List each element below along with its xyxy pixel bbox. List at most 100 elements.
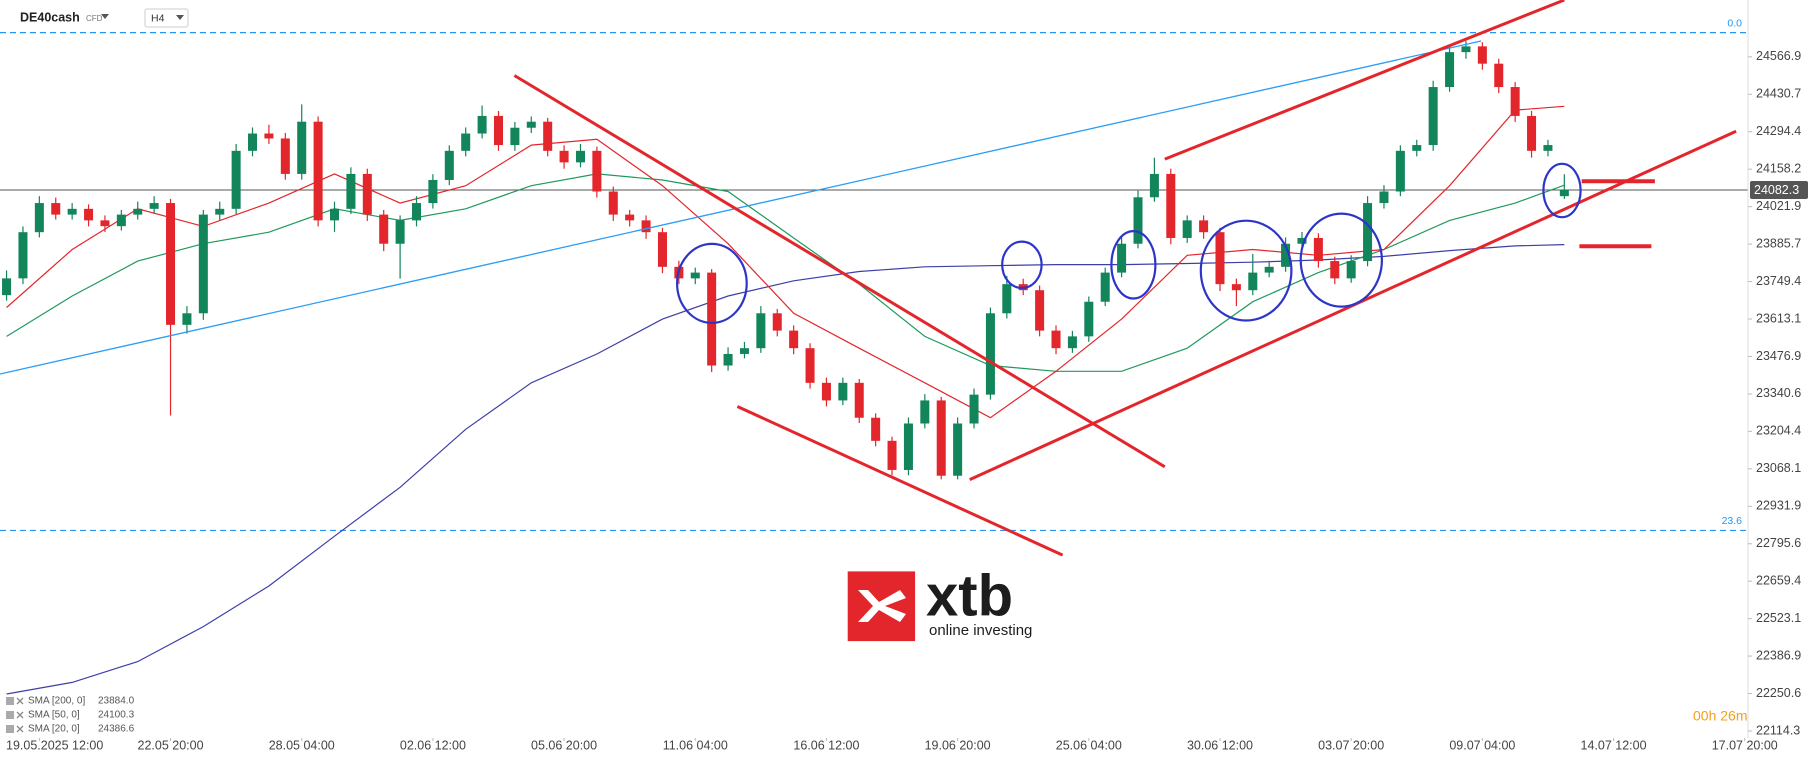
candle-body xyxy=(559,150,569,163)
y-tick-label: 22114.3 xyxy=(1756,723,1800,737)
x-tick-label: 19.06 20:00 xyxy=(925,738,991,752)
y-tick-label: 24294.4 xyxy=(1756,124,1801,138)
candle-body xyxy=(215,208,225,215)
highlight-circle xyxy=(676,242,748,324)
legend-toggle[interactable] xyxy=(6,697,14,705)
y-tick-label: 22931.9 xyxy=(1756,499,1801,513)
moving-average xyxy=(6,173,1565,372)
timeframe-dropdown[interactable] xyxy=(176,15,184,20)
price-label: 24082.3 xyxy=(1754,183,1799,197)
x-tick-label: 05.06 20:00 xyxy=(531,738,597,752)
symbol-dropdown[interactable] xyxy=(101,14,109,19)
candle-body xyxy=(379,214,389,244)
legend-remove[interactable] xyxy=(16,711,24,719)
timeframe[interactable]: H4 xyxy=(151,12,165,24)
candle-body xyxy=(953,423,963,476)
candle-body xyxy=(1002,284,1012,314)
legend-toggle[interactable] xyxy=(6,725,14,733)
candle-body xyxy=(871,417,881,441)
candle-body xyxy=(493,115,504,146)
x-tick-label: 14.07 12:00 xyxy=(1581,738,1647,752)
candle-body xyxy=(1412,145,1422,151)
candle-body xyxy=(1494,63,1504,88)
candle-body xyxy=(1297,237,1307,244)
candle-body xyxy=(1527,115,1537,151)
candle-body xyxy=(854,382,864,418)
candle-body xyxy=(182,313,192,325)
candle-body xyxy=(1363,203,1373,262)
candle-body xyxy=(739,348,749,354)
candle-body xyxy=(330,208,340,221)
candle-body xyxy=(789,330,799,349)
candle-body xyxy=(1330,261,1340,279)
candle-body xyxy=(362,173,372,215)
candle-body xyxy=(411,203,422,221)
candle-body xyxy=(1067,336,1077,349)
candle-body xyxy=(51,203,61,215)
y-tick-label: 22523.1 xyxy=(1756,611,1801,625)
y-tick-label: 22659.4 xyxy=(1756,573,1801,587)
y-tick-label: 23340.6 xyxy=(1756,386,1801,400)
candle-body xyxy=(1149,173,1159,198)
candle-body xyxy=(1100,272,1110,302)
candle-body xyxy=(34,203,44,233)
x-tick-label: 11.06 04:00 xyxy=(663,738,728,752)
candle-body xyxy=(657,232,667,267)
x-tick-label: 17.07 20:00 xyxy=(1712,738,1778,752)
y-tick-label: 23749.4 xyxy=(1756,274,1801,288)
candle-body xyxy=(1510,87,1520,116)
candle-body xyxy=(543,121,553,151)
candle-body xyxy=(592,150,602,192)
brand: xtb xyxy=(926,563,1013,628)
candle-body xyxy=(772,313,782,331)
x-tick-label: 16.06 12:00 xyxy=(793,738,859,752)
highlight-circle xyxy=(1542,162,1582,219)
y-tick-label: 24158.2 xyxy=(1756,161,1801,175)
candle-body xyxy=(198,214,208,314)
candle-body xyxy=(461,133,471,151)
candle-body xyxy=(297,121,307,174)
candle-body xyxy=(1133,197,1143,244)
candle-body xyxy=(133,208,143,215)
candle-body xyxy=(641,220,651,233)
instrument-type: CFD xyxy=(86,14,103,23)
header: DE40cash CFD H4 xyxy=(20,8,189,28)
candle-body xyxy=(231,150,241,209)
candle-body xyxy=(84,208,94,221)
candle-body xyxy=(313,121,323,221)
candle-body xyxy=(1117,243,1127,273)
y-tick-label: 22250.6 xyxy=(1756,686,1801,700)
candle-body xyxy=(248,133,258,151)
drawings xyxy=(0,0,1737,557)
levels-layer: 0.0 23.6 xyxy=(0,17,1748,532)
legend-toggle[interactable] xyxy=(6,711,14,719)
legend-remove[interactable] xyxy=(16,725,24,733)
candle-body xyxy=(1477,46,1487,64)
candle-body xyxy=(510,127,520,146)
candle-body xyxy=(690,272,700,279)
candle-body xyxy=(1035,290,1045,331)
candle-body xyxy=(1543,145,1553,151)
legend-name: SMA [200, 0] xyxy=(28,696,85,707)
candle-body xyxy=(1346,261,1356,279)
candle-body xyxy=(723,353,733,366)
candle-body xyxy=(264,133,274,139)
logo-x xyxy=(858,590,906,622)
candle-body xyxy=(1166,173,1176,238)
highlight-circle xyxy=(1199,219,1293,322)
candle-body xyxy=(116,214,126,227)
candle-body xyxy=(887,440,897,470)
candle-body xyxy=(805,348,815,383)
candle-body xyxy=(428,179,438,204)
symbol: DE40cash xyxy=(20,10,80,24)
y-tick-label: 23613.1 xyxy=(1756,311,1801,325)
candle-body xyxy=(903,423,913,470)
candle-body xyxy=(707,272,717,366)
timeframe-selector[interactable] xyxy=(144,8,189,28)
legend-value: 24100.3 xyxy=(98,710,135,721)
x-tick-label: 25.06 04:00 xyxy=(1056,738,1122,752)
candle-body xyxy=(2,278,12,296)
legend-value: 24386.6 xyxy=(98,724,135,735)
legend-remove[interactable] xyxy=(16,697,24,705)
